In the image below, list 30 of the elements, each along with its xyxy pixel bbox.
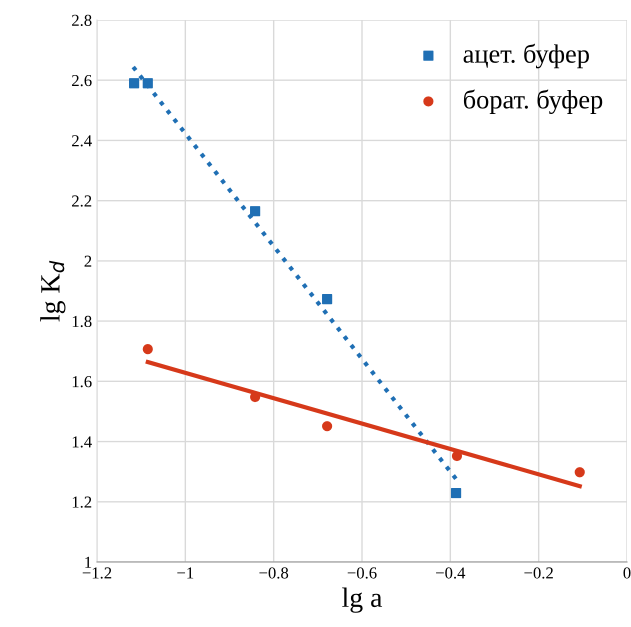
- point: [450, 488, 462, 498]
- point: [142, 78, 153, 88]
- y-tick-label: 1: [85, 556, 92, 568]
- y-tick-label: 1.8: [72, 316, 92, 328]
- point: [129, 78, 140, 88]
- x-tick-label: −0.6: [348, 567, 377, 579]
- y-tick-label: 2.8: [72, 14, 92, 26]
- x-tick-label: 0: [623, 567, 631, 579]
- point: [142, 344, 153, 354]
- point: [574, 467, 585, 478]
- point: [322, 421, 332, 432]
- x-axis-title: lg a: [342, 588, 382, 613]
- y-tick-label: 2.6: [72, 74, 92, 86]
- x-tick-label: −0.4: [436, 567, 466, 579]
- y-axis-title: lg K$_{d}$: [40, 260, 66, 322]
- y-tick-label: 2.4: [72, 135, 92, 146]
- x-tick-label: −0.2: [524, 567, 553, 579]
- y-tick-label: 2: [84, 256, 92, 267]
- x-tick-label: −1: [177, 567, 194, 578]
- point: [452, 450, 462, 462]
- y-tick-label: 1.4: [72, 436, 92, 448]
- x-tick-label: −0.8: [259, 567, 288, 579]
- legend-label: борат. буфер: [464, 89, 602, 114]
- y-tick-label: 1.2: [72, 496, 92, 508]
- point: [250, 206, 260, 216]
- point: [322, 294, 332, 304]
- legend-label: ацет. буфер: [464, 44, 589, 68]
- y-tick-label: 2.2: [72, 195, 92, 207]
- x-tick-label: −1.2: [82, 567, 112, 579]
- y-tick-label: 1.6: [72, 376, 92, 388]
